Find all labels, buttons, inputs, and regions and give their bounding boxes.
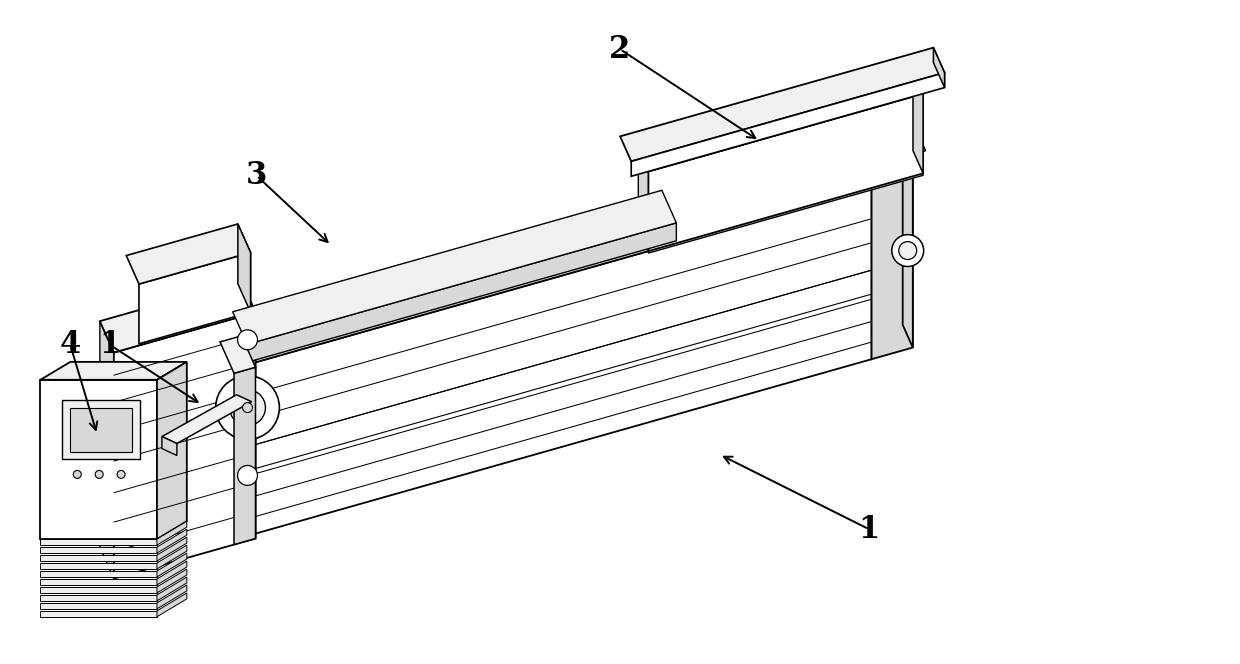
Polygon shape	[41, 603, 157, 609]
Polygon shape	[219, 336, 255, 373]
Polygon shape	[862, 153, 913, 188]
Circle shape	[216, 376, 279, 440]
Polygon shape	[895, 125, 914, 155]
Polygon shape	[872, 176, 913, 359]
Ellipse shape	[756, 130, 768, 137]
Ellipse shape	[822, 106, 835, 113]
Polygon shape	[114, 313, 255, 578]
Ellipse shape	[688, 141, 701, 148]
Ellipse shape	[754, 124, 765, 131]
Polygon shape	[913, 71, 923, 173]
Polygon shape	[100, 321, 114, 578]
Polygon shape	[62, 400, 140, 459]
Polygon shape	[157, 521, 187, 545]
Polygon shape	[639, 71, 923, 171]
Ellipse shape	[826, 112, 837, 120]
Polygon shape	[41, 587, 157, 593]
Circle shape	[238, 330, 258, 350]
Polygon shape	[247, 223, 676, 363]
Polygon shape	[162, 436, 177, 456]
Circle shape	[238, 465, 258, 485]
Polygon shape	[157, 529, 187, 553]
Circle shape	[229, 390, 265, 426]
Polygon shape	[41, 380, 157, 539]
Polygon shape	[126, 224, 250, 284]
Polygon shape	[41, 362, 187, 380]
Polygon shape	[157, 593, 187, 617]
Polygon shape	[243, 165, 872, 363]
Ellipse shape	[719, 133, 730, 140]
Ellipse shape	[751, 118, 763, 125]
Ellipse shape	[692, 147, 703, 155]
Polygon shape	[41, 547, 157, 553]
Polygon shape	[253, 188, 872, 534]
Polygon shape	[649, 155, 923, 253]
Polygon shape	[157, 585, 187, 609]
Polygon shape	[631, 72, 945, 177]
Polygon shape	[139, 252, 250, 344]
Polygon shape	[233, 191, 676, 345]
Polygon shape	[41, 571, 157, 577]
Circle shape	[243, 402, 253, 412]
Polygon shape	[903, 153, 913, 347]
Polygon shape	[157, 545, 187, 569]
Polygon shape	[620, 48, 945, 161]
Polygon shape	[238, 224, 250, 312]
Polygon shape	[157, 537, 187, 561]
Polygon shape	[157, 553, 187, 577]
Text: 4: 4	[60, 329, 81, 361]
Polygon shape	[639, 133, 923, 233]
Polygon shape	[895, 125, 926, 156]
Ellipse shape	[789, 115, 800, 122]
Polygon shape	[639, 71, 913, 228]
Ellipse shape	[722, 139, 733, 147]
Polygon shape	[100, 281, 255, 353]
Polygon shape	[242, 281, 255, 539]
Polygon shape	[234, 367, 255, 544]
Ellipse shape	[791, 121, 802, 129]
Polygon shape	[934, 48, 945, 88]
Ellipse shape	[820, 100, 832, 108]
Polygon shape	[71, 408, 131, 452]
Polygon shape	[41, 611, 157, 617]
Text: 3: 3	[246, 160, 267, 191]
Text: 1: 1	[99, 329, 120, 361]
Ellipse shape	[785, 109, 797, 116]
Circle shape	[95, 470, 103, 478]
Circle shape	[117, 470, 125, 478]
Circle shape	[899, 242, 916, 260]
Polygon shape	[157, 569, 187, 593]
Polygon shape	[157, 561, 187, 585]
Circle shape	[73, 470, 82, 478]
Polygon shape	[157, 362, 187, 539]
Polygon shape	[243, 165, 862, 511]
Polygon shape	[41, 563, 157, 569]
Polygon shape	[41, 555, 157, 561]
Polygon shape	[41, 539, 157, 545]
Polygon shape	[162, 394, 252, 444]
Circle shape	[892, 234, 924, 266]
Text: 2: 2	[609, 34, 631, 64]
Polygon shape	[41, 595, 157, 601]
Polygon shape	[157, 577, 187, 601]
Text: 1: 1	[858, 514, 879, 544]
Polygon shape	[41, 579, 157, 585]
Polygon shape	[649, 94, 923, 251]
